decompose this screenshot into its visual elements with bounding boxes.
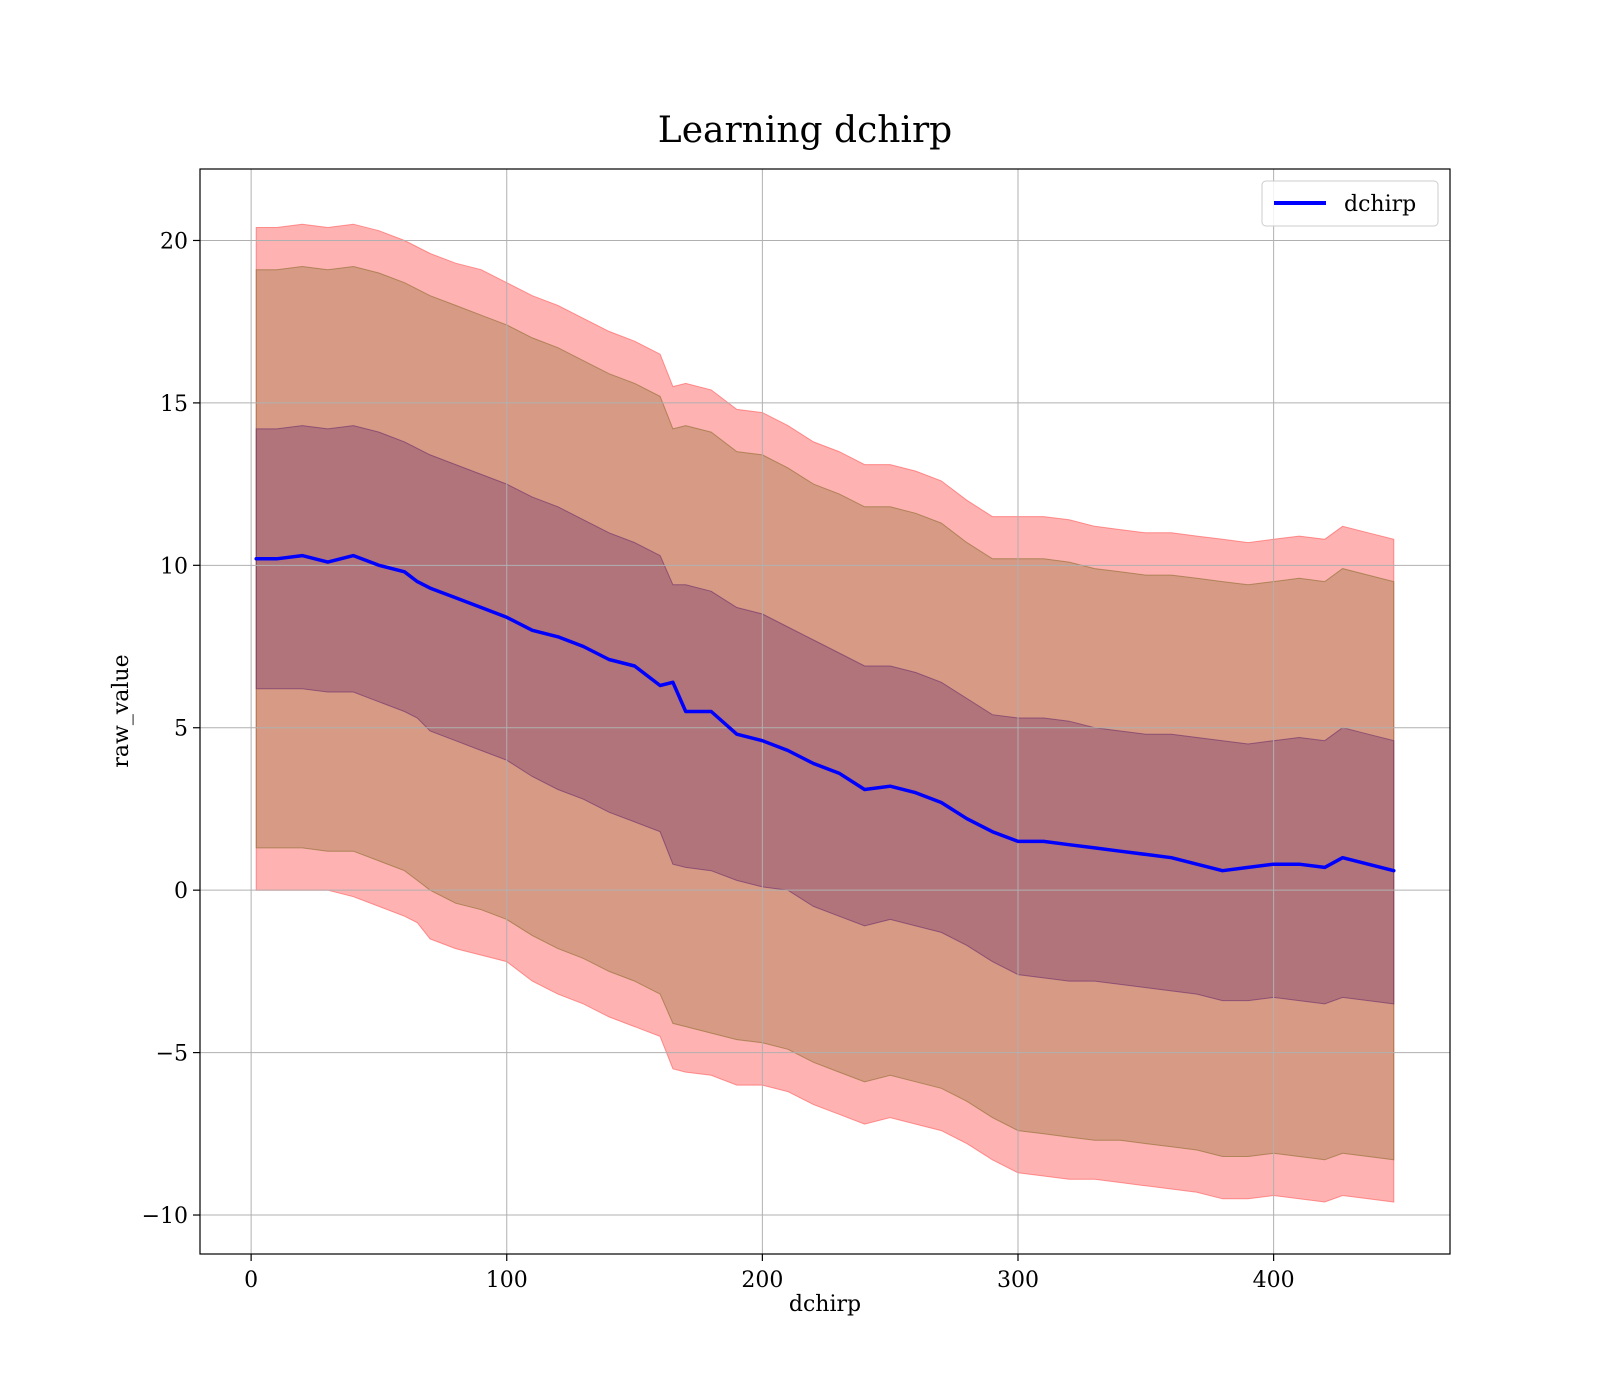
data-point-4 (352, 554, 355, 557)
y-tick-label-3: 5 (174, 717, 188, 742)
y-tick-label-5: 15 (160, 392, 188, 417)
data-point-0 (255, 558, 258, 560)
legend-label-dchirp: dchirp (1344, 192, 1416, 217)
band-inner (255, 425, 1395, 1005)
data-point-21 (736, 733, 738, 736)
data-point-5 (378, 564, 380, 567)
data-point-10 (480, 606, 482, 609)
data-point-27 (889, 785, 891, 788)
data-point-2 (301, 554, 304, 557)
data-point-42 (1272, 863, 1275, 865)
x-tick-label-3: 300 (997, 1268, 1039, 1293)
y-tick-label-1: −5 (156, 1042, 188, 1067)
data-point-12 (531, 629, 534, 632)
y-tick-label-0: −10 (142, 1204, 188, 1229)
data-point-9 (454, 597, 457, 599)
y-tick-label-6: 20 (160, 229, 188, 254)
y-axis-label: raw_value (109, 654, 134, 767)
data-point-26 (863, 788, 866, 791)
confidence-bands (255, 223, 1395, 1203)
y-axis-ticks: −10 −5 0 5 10 15 20 (142, 229, 200, 1229)
series-points (255, 554, 1395, 872)
x-tick-label-0: 0 (244, 1268, 258, 1293)
data-point-19 (684, 710, 687, 713)
data-point-33 (1042, 840, 1045, 843)
legend: dchirp (1261, 180, 1439, 227)
data-point-3 (327, 561, 329, 563)
series-line-dchirp (254, 553, 1396, 873)
data-point-11 (505, 616, 508, 619)
data-point-24 (812, 762, 815, 765)
data-point-38 (1170, 856, 1173, 859)
data-point-20 (710, 710, 713, 713)
data-point-43 (1298, 863, 1300, 865)
data-point-25 (838, 772, 840, 775)
series-lines (254, 553, 1396, 873)
data-point-29 (940, 801, 943, 804)
data-point-7 (416, 580, 419, 583)
data-point-14 (582, 645, 585, 648)
data-point-35 (1093, 847, 1096, 849)
band-middle (255, 265, 1395, 1161)
data-point-6 (403, 571, 406, 573)
data-point-34 (1068, 843, 1070, 846)
data-point-44 (1323, 866, 1326, 869)
data-point-30 (966, 817, 968, 820)
data-point-8 (429, 587, 431, 589)
y-tick-label-2: 0 (174, 879, 188, 904)
data-point-16 (633, 665, 636, 667)
x-tick-label-1: 100 (486, 1268, 528, 1293)
data-point-47 (1392, 869, 1395, 872)
data-point-45 (1341, 856, 1344, 859)
data-point-18 (672, 681, 674, 684)
x-axis-label: dchirp (789, 1292, 861, 1317)
x-tick-label-2: 200 (741, 1268, 783, 1293)
data-point-22 (761, 739, 764, 742)
legend-box (1261, 180, 1439, 227)
data-point-40 (1221, 869, 1224, 872)
data-point-23 (787, 749, 789, 752)
data-point-32 (1017, 840, 1019, 843)
data-point-15 (608, 658, 610, 661)
x-tick-label-4: 400 (1253, 1268, 1295, 1293)
data-point-17 (659, 684, 661, 687)
data-point-1 (275, 558, 278, 560)
data-point-31 (991, 830, 994, 833)
chart-title: Learning dchirp (658, 110, 952, 151)
y-tick-label-4: 10 (160, 554, 188, 579)
data-point-28 (914, 791, 917, 794)
data-point-13 (557, 635, 559, 638)
data-point-36 (1119, 850, 1122, 852)
band-outer (255, 223, 1395, 1203)
data-point-37 (1145, 853, 1147, 856)
grid-lines (200, 169, 1450, 1254)
data-point-46 (1367, 863, 1370, 865)
data-point-39 (1196, 863, 1198, 865)
data-point-41 (1247, 866, 1249, 869)
x-axis-ticks: 0 100 200 300 400 (244, 1254, 1295, 1293)
plot-frame (199, 168, 1451, 1255)
